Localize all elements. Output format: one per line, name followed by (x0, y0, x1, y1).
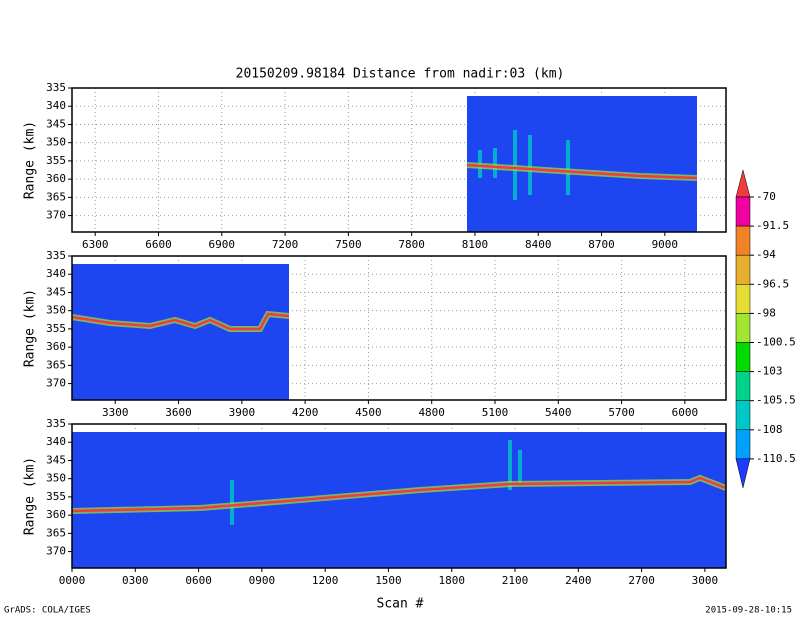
colorbar-label: -100.5 (756, 336, 796, 349)
plot-frame (71, 423, 727, 569)
y-tick-label: 345 (46, 117, 66, 130)
x-tick-label: 1500 (375, 574, 402, 587)
x-axis-label: Scan # (377, 597, 424, 612)
surface-echo (466, 163, 698, 180)
colorbar-segment (735, 313, 751, 343)
y-tick-label: 365 (46, 358, 66, 371)
x-tick-label: 3900 (229, 406, 256, 419)
x-tick-label: 2100 (502, 574, 529, 587)
x-tick-label: 4800 (418, 406, 445, 419)
x-tick-label: 6600 (145, 238, 172, 251)
footer-left: GrADS: COLA/IGES (4, 606, 91, 616)
x-tick-label: 5700 (608, 406, 635, 419)
colorbar-segment (735, 254, 751, 285)
plot-frame (71, 255, 727, 401)
colorbar-cap (735, 169, 751, 198)
x-tick-label: 2700 (628, 574, 655, 587)
colorbar-segment (735, 429, 751, 460)
y-axis-label: Range (km) (23, 289, 38, 367)
y-tick-label: 340 (46, 435, 66, 448)
colorbar-label: -110.5 (756, 452, 796, 465)
footer-right: 2015-09-28-10:15 (705, 606, 792, 616)
y-tick-label: 370 (46, 545, 66, 558)
x-tick-label: 7800 (398, 238, 425, 251)
y-tick-label: 370 (46, 377, 66, 390)
x-tick-label: 8700 (588, 238, 615, 251)
colorbar-label: -105.5 (756, 394, 796, 407)
colorbar-cap (735, 458, 751, 488)
y-tick-label: 355 (46, 154, 66, 167)
colorbar-segment (735, 342, 751, 372)
colorbar-segment (735, 284, 751, 314)
x-tick-label: 0300 (122, 574, 149, 587)
colorbar-label: -70 (756, 190, 776, 203)
x-tick-label: 1800 (438, 574, 465, 587)
y-axis-label: Range (km) (23, 457, 38, 535)
colorbar-label: -94 (756, 248, 776, 261)
x-tick-label: 6900 (209, 238, 236, 251)
y-tick-label: 340 (46, 267, 66, 280)
x-tick-label: 5400 (545, 406, 572, 419)
y-tick-label: 345 (46, 453, 66, 466)
x-tick-label: 8100 (462, 238, 489, 251)
x-tick-label: 0600 (185, 574, 212, 587)
x-tick-label: 2400 (565, 574, 592, 587)
y-tick-label: 370 (46, 209, 66, 222)
colorbar-label: -103 (756, 365, 783, 378)
y-tick-label: 345 (46, 285, 66, 298)
x-tick-label: 6300 (82, 238, 109, 251)
x-tick-label: 3600 (165, 406, 192, 419)
echo-image (72, 432, 726, 568)
y-tick-label: 350 (46, 304, 66, 317)
colorbar-label: -108 (756, 423, 783, 436)
surface-echo (71, 476, 727, 513)
y-tick-label: 350 (46, 472, 66, 485)
y-tick-label: 360 (46, 340, 66, 353)
colorbar-segment (735, 400, 751, 431)
x-tick-label: 9000 (652, 238, 679, 251)
y-tick-label: 350 (46, 136, 66, 149)
y-tick-label: 365 (46, 190, 66, 203)
surface-echo (71, 312, 290, 331)
x-tick-label: 0000 (59, 574, 86, 587)
x-tick-label: 7200 (272, 238, 299, 251)
plot-frame (71, 87, 727, 233)
y-tick-label: 335 (46, 417, 66, 430)
colorbar-segment (735, 196, 751, 227)
y-axis-label: Range (km) (23, 121, 38, 199)
x-tick-label: 1200 (312, 574, 339, 587)
x-tick-label: 4200 (292, 406, 319, 419)
x-tick-label: 4500 (355, 406, 382, 419)
x-tick-label: 3300 (102, 406, 129, 419)
x-tick-label: 5100 (482, 406, 509, 419)
echo-image (467, 96, 697, 232)
y-tick-label: 360 (46, 172, 66, 185)
colorbar-label: -98 (756, 306, 776, 319)
y-tick-label: 340 (46, 99, 66, 112)
colorbar-label: -91.5 (756, 219, 789, 232)
y-tick-label: 365 (46, 526, 66, 539)
x-tick-label: 0900 (249, 574, 276, 587)
x-tick-label: 7500 (335, 238, 362, 251)
colorbar-segment (735, 225, 751, 256)
colorbar-label: -96.5 (756, 277, 789, 290)
x-tick-label: 8400 (525, 238, 552, 251)
y-tick-label: 335 (46, 249, 66, 262)
x-tick-label: 3000 (692, 574, 719, 587)
y-tick-label: 335 (46, 81, 66, 94)
chart-title: 20150209.98184 Distance from nadir:03 (k… (236, 67, 565, 82)
y-tick-label: 355 (46, 322, 66, 335)
x-tick-label: 6000 (672, 406, 699, 419)
colorbar-segment (735, 371, 751, 401)
y-tick-label: 360 (46, 508, 66, 521)
y-tick-label: 355 (46, 490, 66, 503)
